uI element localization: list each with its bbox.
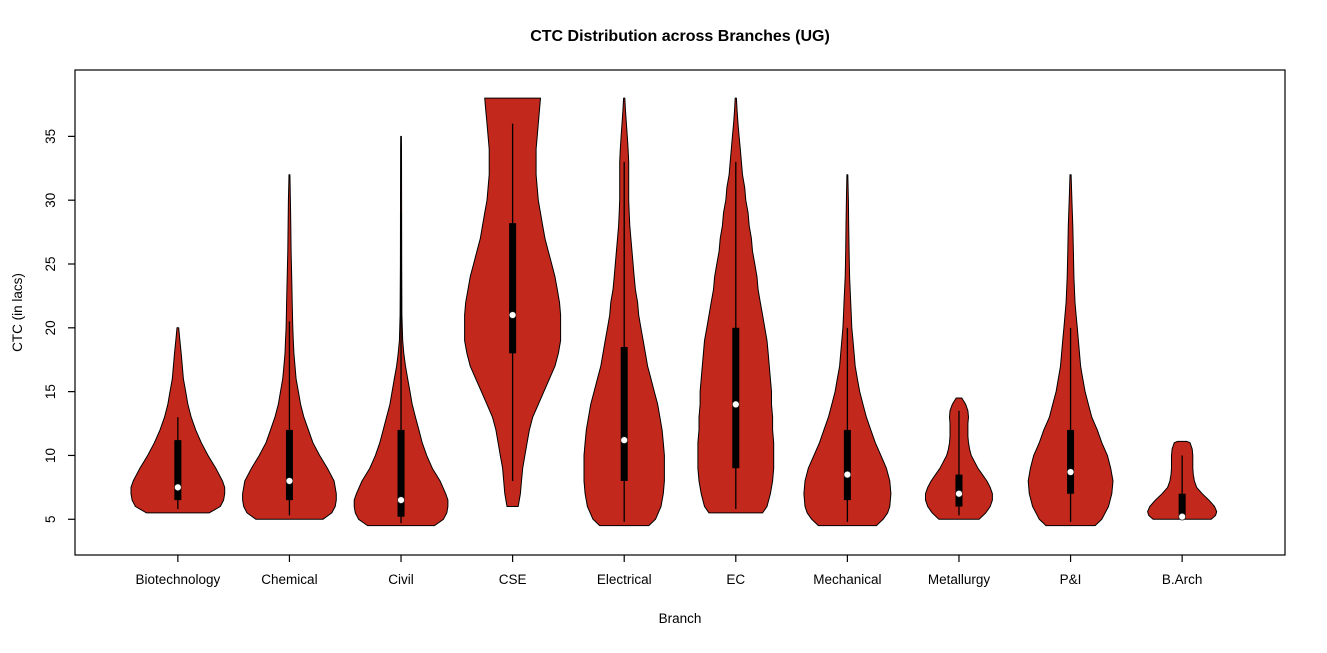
- median-dot: [285, 477, 294, 485]
- x-tick-label: Mechanical: [813, 572, 881, 587]
- y-tick-label: 20: [43, 320, 58, 335]
- y-tick-label: 5: [43, 516, 58, 524]
- median-dot: [843, 470, 852, 479]
- median-dot: [508, 311, 517, 319]
- iqr-box: [285, 429, 293, 501]
- median-dot: [174, 483, 182, 492]
- iqr-box: [509, 223, 517, 354]
- median-dot: [955, 490, 963, 498]
- iqr-box: [732, 327, 740, 469]
- median-dot: [1178, 513, 1186, 521]
- median-dot: [397, 496, 405, 504]
- iqr-box: [1178, 493, 1186, 520]
- x-axis-label: Branch: [659, 611, 702, 626]
- median-dot: [1066, 468, 1075, 476]
- chart-title: CTC Distribution across Branches (UG): [530, 28, 830, 45]
- x-tick-label: Civil: [388, 572, 414, 587]
- y-tick-label: 30: [43, 193, 58, 208]
- x-tick-label: B.Arch: [1162, 572, 1203, 587]
- x-tick-label: Biotechnology: [135, 572, 220, 587]
- x-tick-label: EC: [726, 572, 745, 587]
- iqr-box: [174, 440, 182, 501]
- plot-border: [74, 69, 1286, 556]
- x-tick-label: Electrical: [597, 572, 652, 587]
- y-tick-label: 25: [43, 256, 58, 271]
- y-axis-label: CTC (in lacs): [10, 273, 25, 352]
- median-dot: [620, 436, 628, 444]
- y-tick-label: 15: [43, 384, 58, 399]
- x-tick-label: Metallurgy: [928, 572, 991, 587]
- median-dot: [732, 400, 740, 409]
- y-tick-label: 10: [43, 448, 58, 463]
- iqr-box: [620, 346, 628, 481]
- x-tick-label: Chemical: [261, 572, 317, 587]
- iqr-box: [843, 429, 851, 501]
- x-tick-label: P&I: [1060, 572, 1082, 587]
- iqr-box: [1067, 429, 1075, 494]
- y-tick-label: 35: [43, 129, 58, 144]
- iqr-box: [397, 429, 405, 517]
- x-tick-label: CSE: [499, 572, 527, 587]
